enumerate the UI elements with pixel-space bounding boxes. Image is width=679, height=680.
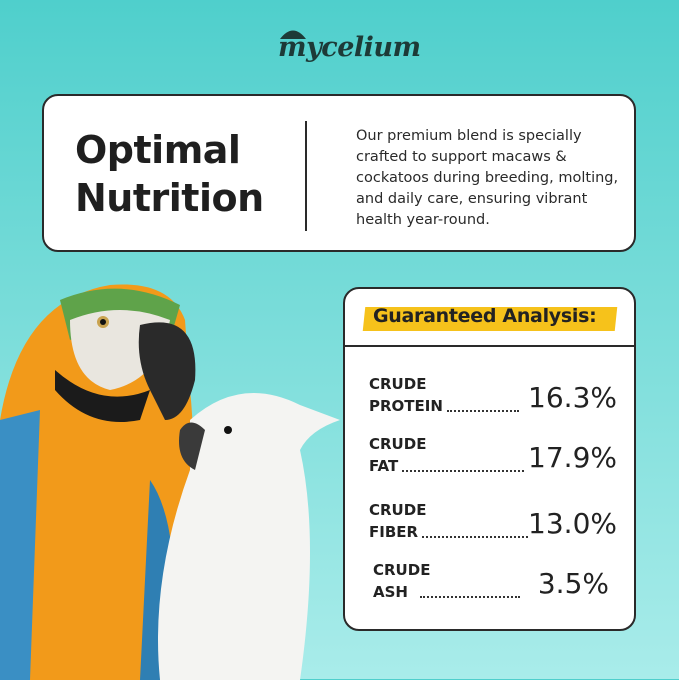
analysis-header: Guaranteed Analysis:	[345, 289, 634, 347]
row-value: 13.0%	[528, 507, 617, 540]
row-label-line1: CRUDE	[369, 435, 427, 453]
row-value: 16.3%	[528, 381, 617, 414]
analysis-row-ash: CRUDE ASH 3.5%	[373, 559, 623, 609]
dot-leader	[419, 596, 520, 598]
row-label-line1: CRUDE	[373, 561, 431, 579]
dot-leader	[446, 410, 519, 412]
analysis-heading: Guaranteed Analysis:	[373, 305, 597, 327]
intro-card: Optimal Nutrition Our premium blend is sp…	[42, 94, 636, 252]
mushroom-cap-icon	[280, 30, 306, 39]
row-value: 3.5%	[537, 567, 609, 600]
row-value: 17.9%	[528, 441, 617, 474]
row-label-line2: FIBER	[369, 523, 419, 541]
row-label-line2: ASH	[373, 583, 408, 601]
macaw-and-cockatoo-image	[0, 284, 340, 680]
dot-leader	[402, 470, 525, 472]
analysis-row-fat: CRUDE FAT 17.9%	[369, 433, 619, 483]
intro-description: Our premium blend is specially crafted t…	[356, 128, 619, 228]
dot-leader	[422, 536, 529, 538]
row-label-line2: FAT	[369, 457, 399, 475]
intro-title: Optimal Nutrition	[75, 128, 264, 220]
row-label-line1: CRUDE	[369, 501, 427, 519]
analysis-row-protein: CRUDE PROTEIN 16.3%	[369, 373, 619, 423]
row-label-line2: PROTEIN	[369, 397, 443, 415]
logo-text: mycelium	[278, 32, 421, 63]
guaranteed-analysis-card: Guaranteed Analysis: CRUDE PROTEIN 16.3%…	[343, 287, 636, 631]
analysis-row-fiber: CRUDE FIBER 13.0%	[369, 499, 619, 549]
brand-logo: mycelium	[270, 26, 421, 76]
divider	[305, 121, 307, 231]
row-label-line1: CRUDE	[369, 375, 427, 393]
